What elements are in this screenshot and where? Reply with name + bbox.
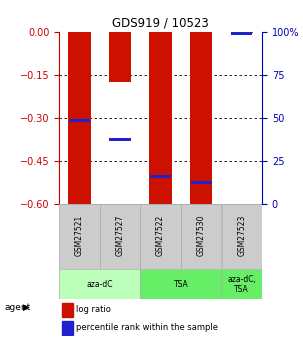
Bar xyxy=(190,32,212,204)
Bar xyxy=(69,119,90,122)
Bar xyxy=(191,180,212,184)
Text: log ratio: log ratio xyxy=(76,305,111,314)
Text: agent: agent xyxy=(5,303,31,312)
Bar xyxy=(109,32,131,82)
Text: percentile rank within the sample: percentile rank within the sample xyxy=(76,323,218,332)
Bar xyxy=(68,32,91,204)
Text: GSM27521: GSM27521 xyxy=(75,215,84,256)
Text: GSM27527: GSM27527 xyxy=(115,215,125,256)
Text: GSM27522: GSM27522 xyxy=(156,215,165,256)
Bar xyxy=(149,32,172,208)
Bar xyxy=(140,204,181,269)
Text: aza-dC,
TSA: aza-dC, TSA xyxy=(227,275,256,294)
Bar xyxy=(59,204,100,269)
Text: GSM27530: GSM27530 xyxy=(197,214,206,256)
Bar xyxy=(150,175,171,178)
Title: GDS919 / 10523: GDS919 / 10523 xyxy=(112,16,209,29)
Bar xyxy=(221,204,262,269)
Bar xyxy=(62,321,73,335)
Bar xyxy=(59,269,140,299)
Bar xyxy=(231,32,253,33)
Text: TSA: TSA xyxy=(174,280,188,289)
Bar xyxy=(109,138,131,141)
Text: ▶: ▶ xyxy=(23,303,30,312)
Bar xyxy=(100,204,140,269)
Bar xyxy=(181,204,221,269)
Bar xyxy=(221,269,262,299)
Bar xyxy=(62,303,73,317)
Text: aza-dC: aza-dC xyxy=(86,280,113,289)
Bar xyxy=(140,269,221,299)
Text: GSM27523: GSM27523 xyxy=(237,215,246,256)
Bar xyxy=(231,32,252,35)
